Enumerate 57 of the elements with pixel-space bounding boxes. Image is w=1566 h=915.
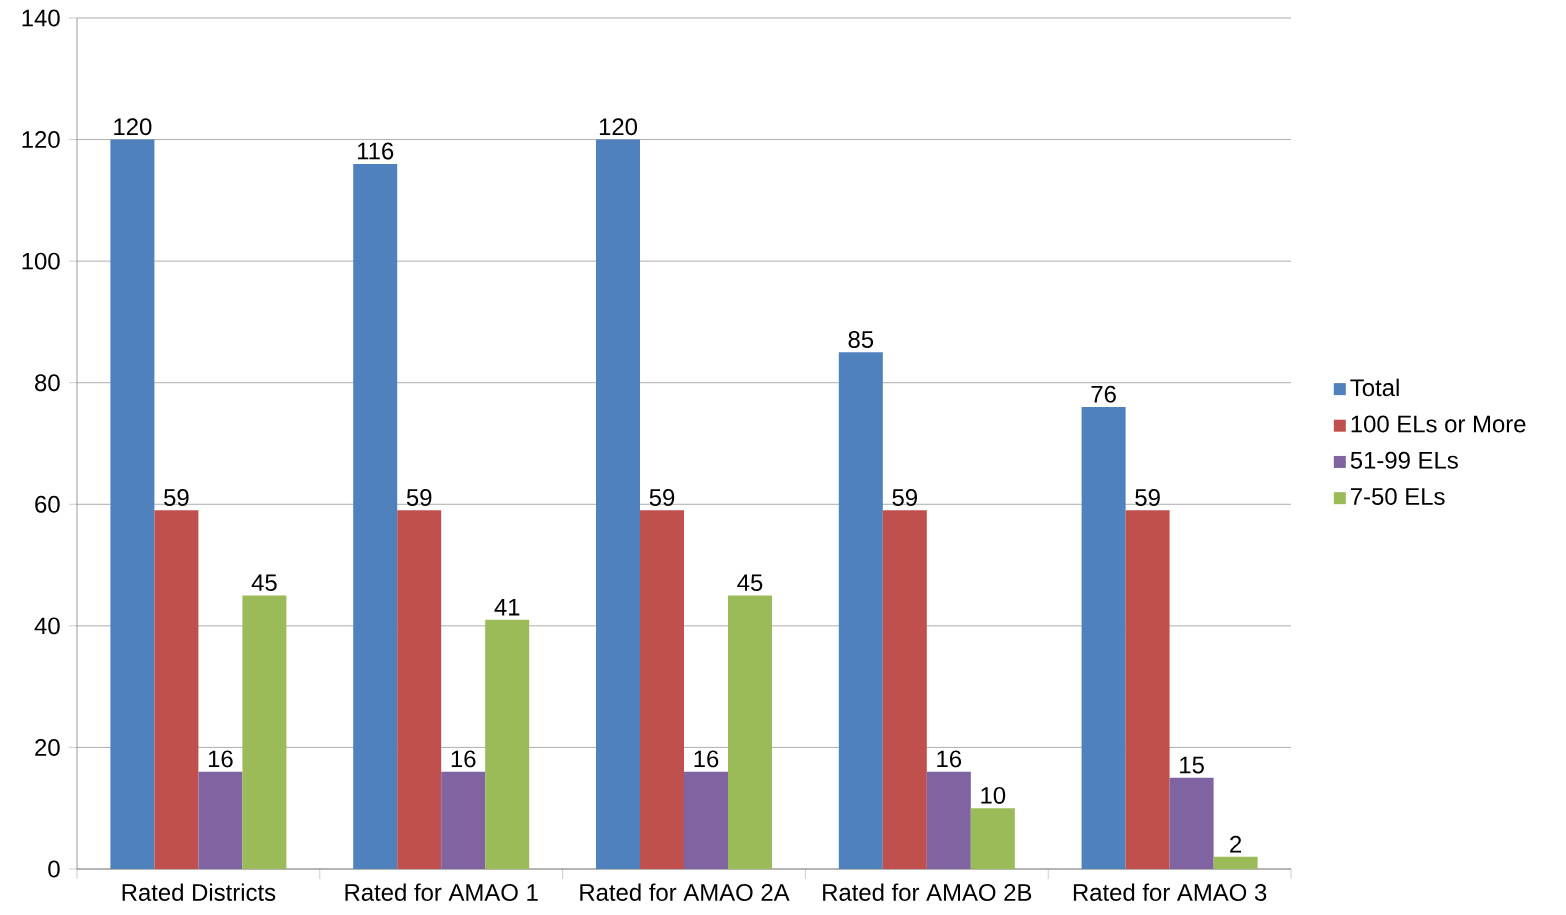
data-label: 10 [981,786,1006,804]
data-label: 45 [251,574,277,592]
legend-label: 51-99 ELs [1350,451,1458,469]
data-label: 59 [164,489,189,506]
bar [1213,856,1258,869]
data-label: 16 [694,750,719,768]
data-label: 76 [1091,385,1116,403]
data-label: 16 [208,750,233,768]
bar [397,510,442,869]
x-tick-label: Rated Districts [122,883,276,901]
bar [640,510,685,869]
bar [353,163,398,869]
x-tick-label: Rated for AMAO 3 [1073,883,1267,901]
legend-label: 7-50 ELs [1351,488,1445,505]
bar [242,595,287,869]
bar [684,771,729,869]
data-label: 116 [357,142,394,160]
bar [441,771,486,869]
y-tick-label: 140 [22,9,60,27]
x-tick-label: Rated for AMAO 2A [580,883,790,901]
y-tick-label: 120 [22,131,60,149]
y-tick-label: 20 [35,738,60,756]
bar [1081,407,1126,869]
legend-label: Total [1350,378,1399,397]
data-label: 85 [848,331,874,348]
data-label: 59 [649,489,675,506]
bar [1169,777,1214,869]
data-label: 16 [937,750,962,768]
bar [838,352,883,869]
data-label: 16 [451,750,476,768]
bar [485,619,530,869]
x-tick-label: Rated for AMAO 1 [345,883,538,901]
bar [110,139,155,869]
bar [926,771,971,869]
y-tick-label: 80 [35,374,60,392]
bar [882,510,927,869]
x-tick-label: Rated for AMAO 2B [823,883,1032,901]
bar [970,808,1015,869]
data-label: 59 [406,489,432,506]
legend-label: 100 ELs or More [1351,415,1526,433]
y-tick-label: 0 [48,860,60,878]
bar [154,510,199,869]
bar [728,595,773,869]
data-label: 15 [1180,756,1204,774]
bar [198,771,243,869]
data-label: 59 [1135,489,1160,506]
data-label: 45 [737,574,763,592]
data-label: 120 [114,118,152,136]
data-label: 41 [494,598,520,616]
y-tick-label: 40 [34,617,60,635]
y-tick-label: 100 [22,252,60,270]
bar [596,139,641,869]
y-tick-label: 60 [35,495,60,513]
data-label: 120 [599,118,638,136]
data-label: 59 [892,489,917,506]
data-label: 2 [1230,835,1242,853]
bar [1125,510,1170,869]
